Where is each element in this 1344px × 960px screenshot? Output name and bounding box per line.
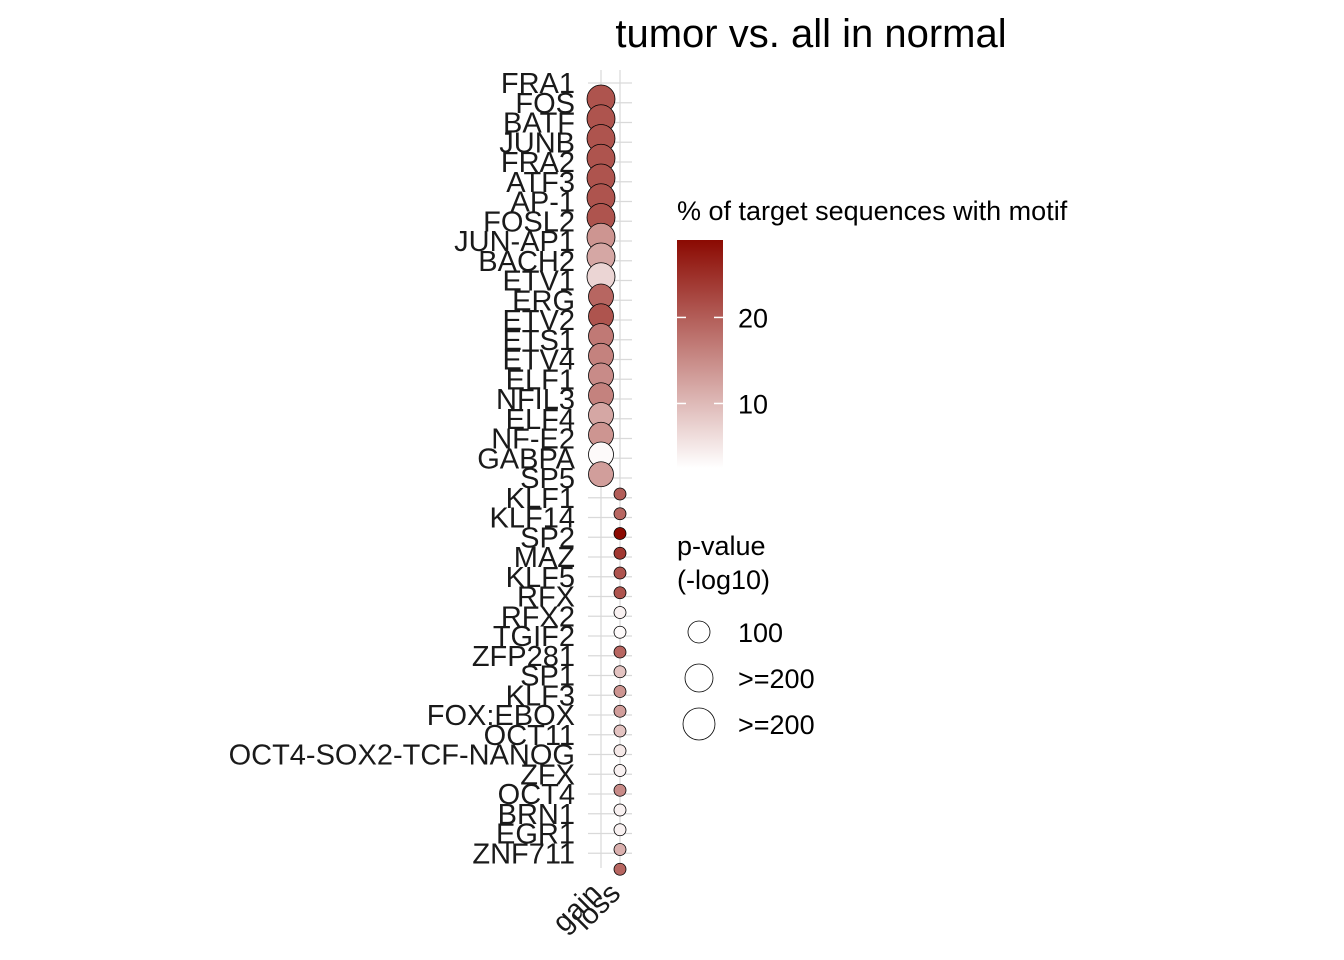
size-legend-label: >=200 [738, 664, 815, 694]
y-tick-label: NFIL3 [496, 384, 575, 416]
y-tick-label: ELF4 [506, 404, 575, 436]
y-tick-label: ETV2 [502, 305, 575, 337]
data-point [613, 764, 627, 777]
color-legend: % of target sequences with motif 10 20 [677, 196, 1068, 468]
y-tick-label: ELF1 [506, 364, 575, 396]
data-point [613, 586, 627, 600]
size-legend-key [684, 663, 714, 693]
y-tick-label: BATF [503, 108, 575, 140]
y-tick-label: FRA1 [501, 68, 575, 100]
size-legend-label: >=200 [738, 710, 815, 740]
y-tick-label: ZFX [520, 759, 575, 791]
size-legend-key [687, 620, 711, 644]
y-tick-label: SP2 [520, 522, 575, 554]
y-axis-labels: FRA1FOSBATFJUNBFRA2ATF3AP-1FOSL2JUN-AP1B… [229, 68, 576, 870]
data-point [613, 862, 627, 876]
data-point [613, 704, 627, 718]
y-tick-label: BACH2 [478, 246, 575, 278]
data-point [613, 685, 627, 698]
data-point [613, 507, 627, 521]
data-point [613, 823, 627, 837]
y-tick-label: OCT11 [484, 720, 575, 752]
y-tick-label: ETV4 [502, 345, 575, 377]
data-point [613, 487, 627, 501]
y-tick-label: FOX:EBOX [427, 700, 575, 732]
y-tick-label: ETV1 [502, 266, 575, 298]
size-legend-title-line-1: p-value [677, 531, 766, 561]
y-tick-label: RFX2 [501, 601, 575, 633]
y-tick-label: KLF1 [506, 483, 575, 515]
size-legend-label: 100 [738, 618, 783, 648]
y-tick-label: ETS1 [502, 325, 575, 357]
data-point [613, 783, 627, 797]
y-tick-label: RFX [517, 582, 575, 614]
data-point [613, 843, 627, 856]
chart-title: tumor vs. all in normal [615, 12, 1006, 56]
y-tick-label: ZNF711 [472, 838, 575, 870]
color-tick-label: 10 [738, 389, 768, 419]
y-tick-label: FOS [515, 88, 575, 120]
data-point [613, 625, 627, 639]
data-point [613, 645, 627, 659]
size-legend-key [682, 707, 716, 741]
data-point [613, 527, 627, 540]
y-tick-label: AP-1 [511, 187, 575, 219]
y-tick-label: KLF5 [506, 562, 575, 594]
color-tick-label: 20 [738, 303, 768, 333]
y-tick-label: FOSL2 [483, 206, 575, 238]
y-tick-label: ATF3 [506, 167, 575, 199]
color-legend-bar [677, 240, 723, 468]
size-legend: p-value (-log10) 100 >=200 >=200 [677, 531, 815, 741]
y-tick-label: KLF14 [490, 503, 575, 535]
y-tick-label: SP5 [520, 463, 575, 495]
data-point [613, 744, 627, 758]
y-tick-label: JUN-AP1 [454, 226, 575, 258]
data-point [613, 724, 627, 738]
data-point [588, 461, 614, 488]
data-point [613, 566, 627, 580]
y-tick-label: JUNB [499, 127, 575, 159]
y-tick-label: NF-E2 [491, 424, 575, 456]
data-point [613, 803, 627, 817]
y-tick-label: OCT4 [498, 779, 575, 811]
size-legend-title-line-2: (-log10) [677, 565, 770, 595]
y-tick-label: SP1 [520, 661, 575, 693]
y-tick-label: ZFP281 [472, 641, 575, 673]
data-points [586, 84, 627, 876]
size-legend-title: p-value (-log10) [677, 531, 773, 595]
y-tick-label: ERG [512, 285, 575, 317]
y-tick-label: MAZ [514, 542, 575, 574]
data-point [613, 665, 627, 679]
y-tick-label: TGIF2 [493, 621, 575, 653]
y-tick-label: OCT4-SOX2-TCF-NANOG [229, 740, 575, 772]
color-legend-title: % of target sequences with motif [677, 196, 1068, 226]
y-tick-label: KLF3 [506, 680, 575, 712]
data-point [613, 546, 627, 560]
y-tick-label: GABPA [477, 443, 575, 475]
y-tick-label: EGR1 [496, 819, 575, 851]
y-tick-label: BRN1 [498, 799, 575, 831]
data-point [613, 606, 627, 619]
y-tick-label: FRA2 [501, 147, 575, 179]
